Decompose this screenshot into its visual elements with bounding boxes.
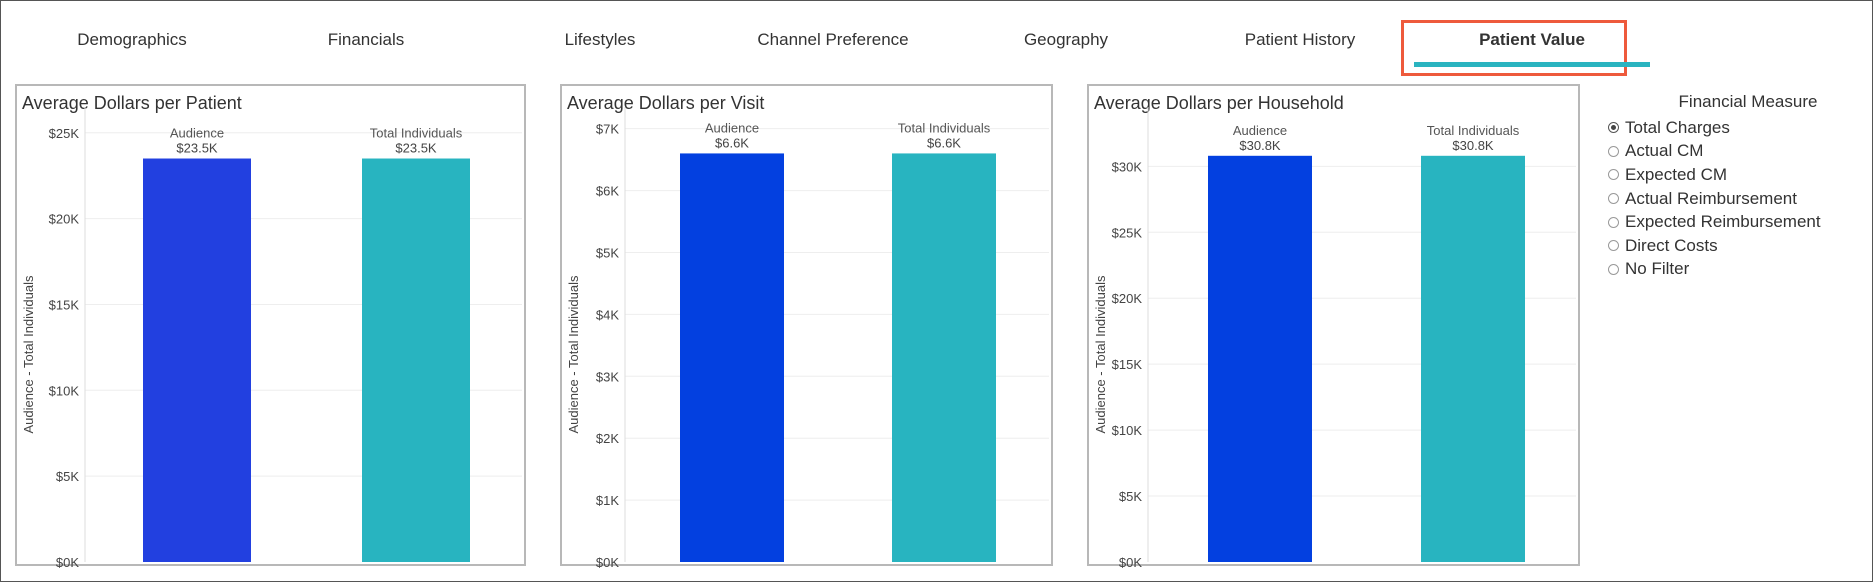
active-tab-underline <box>1414 62 1650 67</box>
chart-svg: $0K $1K $2K $3K $4K $5K $6K $7K Audience - Total… <box>566 107 1049 568</box>
y-tick-label: $20K <box>1112 291 1143 306</box>
chart-title: Average Dollars per Patient <box>22 93 242 113</box>
y-tick-label: $10K <box>49 383 80 398</box>
bar-category-label: Total Individuals <box>898 120 991 135</box>
chart-panel-per-patient: Average Dollars per Patient $0K $5K $10K $1… <box>15 84 526 568</box>
y-axis-title: Audience - Total Individuals <box>1093 275 1108 434</box>
bar-audience <box>1208 155 1312 562</box>
bar-category-label: Audience <box>1233 123 1287 138</box>
y-tick-label: $30K <box>1112 159 1143 174</box>
filter-option-label: Actual Reimbursement <box>1625 188 1797 208</box>
bar-category-label: Total Individuals <box>1427 123 1520 138</box>
filter-option[interactable]: Total Charges <box>1608 116 1868 140</box>
filter-option[interactable]: Expected Reimbursement <box>1608 210 1868 234</box>
bar-audience <box>143 158 251 562</box>
tab-channel-preference[interactable]: Channel Preference <box>757 30 909 49</box>
bar-value-label: $23.5K <box>395 141 437 156</box>
y-tick-label: $10K <box>1112 423 1143 438</box>
filter-option[interactable]: Actual Reimbursement <box>1608 187 1868 211</box>
chart-svg: $0K $5K $10K $15K $20K $25K Audience - Total I… <box>21 107 522 568</box>
tab-demographics[interactable]: Demographics <box>77 30 187 49</box>
chart-panel-per-visit: Average Dollars per Visit $0K $1K $2K $3K $4… <box>560 84 1053 568</box>
bar-category-label: Audience <box>705 120 759 135</box>
filter-option-label: No Filter <box>1625 259 1690 279</box>
bar-value-label: $6.6K <box>715 135 749 150</box>
chart-title: Average Dollars per Household <box>1094 93 1344 113</box>
radio-button-icon[interactable] <box>1608 122 1619 134</box>
y-tick-label: $25K <box>1112 225 1143 240</box>
bar-value-label: $30.8K <box>1452 138 1494 153</box>
y-tick-label: $0K <box>1119 555 1142 568</box>
tab-lifestyles[interactable]: Lifestyles <box>564 30 636 49</box>
y-tick-label: $0K <box>596 555 619 568</box>
tab-financials[interactable]: Financials <box>327 30 405 49</box>
filter-option[interactable]: Direct Costs <box>1608 234 1868 258</box>
bar-audience <box>680 153 784 562</box>
y-tick-label: $1K <box>596 493 619 508</box>
y-tick-label: $20K <box>49 212 80 227</box>
filter-option[interactable]: Expected CM <box>1608 163 1868 187</box>
tab-patient-value[interactable]: Patient Value <box>1479 30 1585 49</box>
radio-button-icon[interactable] <box>1608 169 1619 181</box>
bar-category-label: Total Individuals <box>370 126 463 141</box>
y-tick-label: $5K <box>1119 489 1142 504</box>
filter-option-label: Total Charges <box>1625 117 1730 137</box>
y-tick-label: $3K <box>596 369 619 384</box>
radio-button-icon[interactable] <box>1608 240 1619 252</box>
filter-options: Total Charges Actual CM Expected CM Actual … <box>1608 116 1868 281</box>
y-tick-label: $15K <box>49 297 80 312</box>
y-tick-label: $5K <box>56 469 79 484</box>
y-axis-title: Audience - Total Individuals <box>566 275 581 434</box>
bar-total-individuals <box>362 158 470 562</box>
y-tick-label: $4K <box>596 307 619 322</box>
filter-option-label: Actual CM <box>1625 141 1704 161</box>
active-tab-highlight <box>1401 20 1627 76</box>
bar-value-label: $30.8K <box>1239 138 1281 153</box>
radio-button-icon[interactable] <box>1608 263 1619 275</box>
financial-measure-filter: Financial Measure Total Charges Actual CM… <box>1608 92 1868 281</box>
filter-option-label: Expected CM <box>1625 164 1728 184</box>
y-tick-label: $25K <box>49 126 80 141</box>
filter-option[interactable]: Actual CM <box>1608 140 1868 164</box>
tab-patient-history[interactable]: Patient History <box>1244 30 1356 49</box>
y-tick-label: $15K <box>1112 357 1143 372</box>
bar-value-label: $23.5K <box>176 141 218 156</box>
bar-category-label: Audience <box>170 126 224 141</box>
radio-button-icon[interactable] <box>1608 193 1619 205</box>
tab-geography[interactable]: Geography <box>1023 30 1109 49</box>
filter-title: Financial Measure <box>1678 92 1818 111</box>
y-tick-label: $0K <box>56 555 79 568</box>
y-axis-title: Audience - Total Individuals <box>21 275 36 434</box>
bar-value-label: $6.6K <box>927 135 961 150</box>
y-tick-label: $5K <box>596 245 619 260</box>
bar-total-individuals <box>1421 155 1525 562</box>
y-tick-label: $7K <box>596 122 619 137</box>
filter-option-label: Expected Reimbursement <box>1625 212 1821 232</box>
filter-option[interactable]: No Filter <box>1608 258 1868 282</box>
y-tick-label: $2K <box>596 431 619 446</box>
filter-option-label: Direct Costs <box>1625 235 1718 255</box>
radio-button-icon[interactable] <box>1608 216 1619 228</box>
chart-title: Average Dollars per Visit <box>567 93 765 113</box>
radio-button-icon[interactable] <box>1608 145 1619 157</box>
chart-panel-per-household: Average Dollars per Household $0K $5K $10K… <box>1087 84 1580 568</box>
y-tick-label: $6K <box>596 184 619 199</box>
bar-total-individuals <box>892 153 996 562</box>
chart-svg: $0K $5K $10K $15K $20K $25K $30K Audience - Tot… <box>1093 107 1576 568</box>
